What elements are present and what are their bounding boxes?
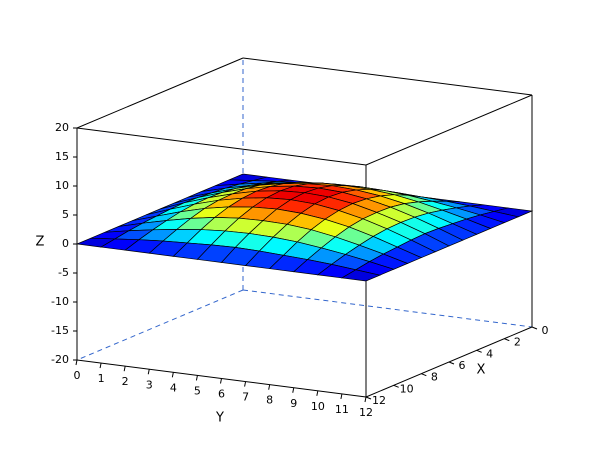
y-tick-label: 12 — [359, 406, 373, 419]
z-tick-label: 5 — [62, 208, 69, 221]
box-edge — [242, 57, 533, 96]
y-tick-label: 2 — [122, 375, 129, 388]
surface-cell — [340, 269, 381, 282]
y-tick — [268, 384, 271, 390]
y-tick-label: 8 — [266, 394, 273, 407]
y-tick — [340, 393, 343, 400]
y-tick-label: 6 — [218, 388, 225, 401]
y-tick — [292, 387, 295, 393]
y-tick — [171, 372, 174, 378]
x-axis-label: X — [477, 363, 486, 378]
y-tick — [75, 359, 78, 366]
y-tick-label: 5 — [194, 384, 201, 397]
z-axis-label: Z — [36, 235, 45, 250]
x-tick-label: 10 — [400, 382, 414, 395]
x-tick-label: 6 — [459, 359, 466, 372]
y-tick-label: 3 — [146, 378, 153, 391]
hidden-box-edge — [76, 289, 244, 361]
y-tick — [123, 366, 126, 372]
z-tick-label: -10 — [51, 295, 69, 308]
y-tick-label: 9 — [290, 397, 297, 410]
x-tick — [365, 396, 372, 400]
box-edge — [76, 127, 367, 166]
z-tick-label: -5 — [58, 266, 69, 279]
y-tick — [316, 390, 319, 396]
x-tick-label: 2 — [514, 336, 521, 349]
y-tick — [147, 369, 150, 375]
x-tick — [448, 361, 455, 365]
x-tick — [531, 326, 538, 330]
x-tick — [504, 338, 510, 342]
hidden-box-edge — [242, 289, 533, 328]
box-edge — [76, 57, 244, 129]
y-tick — [364, 396, 367, 403]
y-tick-label: 7 — [242, 391, 249, 404]
y-axis-label: Y — [215, 411, 224, 426]
y-tick — [99, 362, 102, 369]
x-tick — [476, 349, 482, 353]
z-tick-label: 20 — [55, 121, 69, 134]
z-tick-label: -15 — [51, 324, 69, 337]
z-tick-label: 10 — [55, 179, 69, 192]
y-tick-label: 10 — [311, 400, 325, 413]
y-tick-label: 4 — [170, 381, 177, 394]
z-tick-label: 15 — [55, 150, 69, 163]
z-tick-label: 0 — [62, 237, 69, 250]
y-tick — [244, 381, 247, 387]
x-tick-label: 8 — [431, 371, 438, 384]
x-tick — [393, 384, 399, 388]
z-tick-label: -20 — [51, 353, 69, 366]
y-tick-label: 1 — [98, 372, 105, 385]
x-tick — [421, 373, 427, 377]
x-tick-label: 0 — [542, 324, 549, 337]
y-tick-label: 0 — [74, 369, 81, 382]
y-tick — [220, 378, 222, 384]
y-tick — [195, 375, 198, 381]
x-tick-label: 12 — [372, 394, 386, 407]
box-edge — [365, 94, 533, 166]
y-tick-label: 11 — [335, 403, 349, 416]
x-tick-label: 4 — [486, 347, 493, 360]
